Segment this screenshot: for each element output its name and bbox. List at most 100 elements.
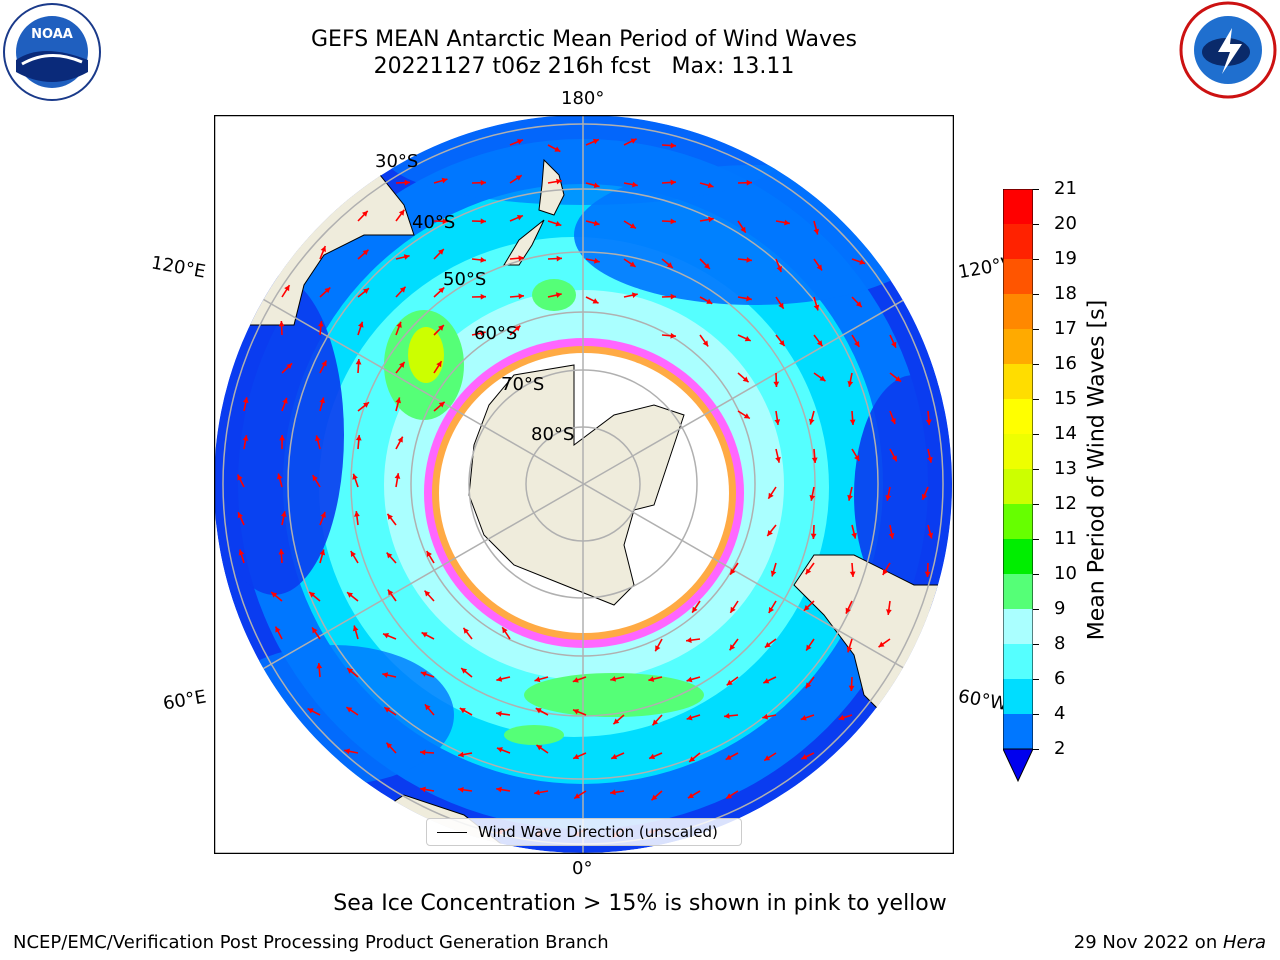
wind-wave-arrowhead xyxy=(309,592,316,598)
wind-wave-arrowhead xyxy=(854,454,860,461)
wind-wave-arrowhead xyxy=(397,436,403,443)
wind-wave-arrowhead xyxy=(651,794,658,801)
wind-wave-arrowhead xyxy=(363,288,369,294)
wind-wave-arrowhead xyxy=(458,786,464,793)
wind-wave-arrowhead xyxy=(730,568,736,575)
wind-wave-arrowhead xyxy=(702,340,709,347)
wind-wave-arrowhead xyxy=(463,627,469,634)
wind-wave-arrowhead xyxy=(347,668,354,674)
wind-wave-arrowhead xyxy=(396,321,402,328)
lon-label-60w: 60°W xyxy=(956,685,1010,716)
wind-wave-arrowhead xyxy=(496,786,502,793)
wind-wave-arrowhead xyxy=(355,435,362,441)
wind-wave-arrowhead xyxy=(362,249,369,256)
lon-label-0: 0° xyxy=(572,858,593,879)
wind-wave-arrowhead xyxy=(629,261,636,267)
wind-wave-arrowhead xyxy=(282,397,288,404)
wind-wave-arrowhead xyxy=(764,755,771,761)
wind-wave-arrowhead xyxy=(652,719,659,726)
wind-wave-arrowhead xyxy=(480,179,486,186)
wind-wave-arrowhead xyxy=(686,637,692,643)
colorbar-tick-label: 4 xyxy=(1054,703,1066,724)
lat-label-50s: 50°S xyxy=(443,269,487,290)
wind-wave-arrowhead xyxy=(278,321,285,327)
wind-wave-arrowhead xyxy=(670,293,676,300)
nws-logo xyxy=(1178,0,1280,102)
wind-wave-arrowhead xyxy=(320,511,326,518)
wind-wave-arrowhead xyxy=(670,142,676,149)
wind-wave-arrowhead xyxy=(459,708,466,714)
wind-wave-arrowhead xyxy=(555,292,562,298)
wind-wave-arrowhead xyxy=(496,676,503,682)
wind-wave-arrowhead xyxy=(556,255,562,262)
wind-wave-arrowhead xyxy=(706,298,713,304)
wind-wave-arrowhead xyxy=(280,511,287,518)
map-title: GEFS MEAN Antarctic Mean Period of Wind … xyxy=(311,27,857,52)
wind-wave-arrowhead xyxy=(382,672,389,678)
wind-wave-arrowhead xyxy=(763,678,770,684)
wind-wave-arrowhead xyxy=(846,646,853,653)
wind-wave-arrowhead xyxy=(891,341,897,348)
wind-wave-arrowhead xyxy=(318,321,324,327)
wind-wave-arrowhead xyxy=(398,209,405,216)
wind-wave-arrowhead xyxy=(350,551,356,557)
wind-wave-arrowhead xyxy=(424,704,431,711)
wind-wave-arrowhead xyxy=(354,511,360,517)
wind-wave-arrowhead xyxy=(573,753,580,760)
wind-wave-arrowhead xyxy=(535,708,542,714)
colorbar-tick xyxy=(1033,749,1039,750)
wind-wave-arrowhead xyxy=(805,682,812,689)
wind-wave-arrowhead xyxy=(689,756,696,762)
wind-wave-arrowhead xyxy=(845,607,851,614)
wind-wave-arrowhead xyxy=(808,418,815,425)
wind-wave-arrowhead xyxy=(442,218,448,225)
wind-wave-arrowhead xyxy=(518,293,524,300)
colorbar-tick-label: 15 xyxy=(1054,388,1077,409)
wind-wave-arrowhead xyxy=(312,475,318,482)
colorbar-tick-label: 2 xyxy=(1054,738,1066,759)
colorbar-tick-label: 13 xyxy=(1054,458,1077,479)
wind-wave-arrowhead xyxy=(762,713,769,720)
colorbar-tick xyxy=(1033,329,1039,330)
wind-wave-arrowhead xyxy=(743,413,750,419)
wind-wave-arrowhead xyxy=(611,753,618,760)
colorbar-tick xyxy=(1033,574,1039,575)
wind-wave-arrowhead xyxy=(726,793,733,799)
colorbar-tick-label: 16 xyxy=(1054,353,1077,374)
wind-wave-arrowhead xyxy=(421,632,428,638)
colorbar-tick-label: 11 xyxy=(1054,528,1077,549)
wind-wave-arrowhead xyxy=(847,494,853,501)
map-legend: Wind Wave Direction (unscaled) xyxy=(426,818,742,846)
wind-wave-arrowhead xyxy=(692,606,698,613)
wind-wave-arrowhead xyxy=(237,512,243,519)
wind-wave-arrowhead xyxy=(746,257,752,263)
wind-wave-arrowhead xyxy=(237,474,243,481)
footer-date-text: 29 Nov 2022 on xyxy=(1073,932,1223,953)
wind-wave-arrowhead xyxy=(387,513,393,520)
wind-wave-arrowhead xyxy=(819,375,826,382)
wind-wave-arrowhead xyxy=(773,381,780,387)
wind-wave-arrowhead xyxy=(776,266,782,272)
wind-wave-arrowhead xyxy=(803,604,810,611)
colorbar-band xyxy=(1003,189,1033,225)
colorbar-tick xyxy=(1033,679,1039,680)
colorbar-tick-label: 6 xyxy=(1054,668,1066,689)
wind-wave-arrowhead xyxy=(514,325,521,332)
colorbar-band xyxy=(1003,224,1033,260)
colorbar-tick-label: 12 xyxy=(1054,493,1077,514)
colorbar-band xyxy=(1003,714,1033,750)
wind-wave-arrowhead xyxy=(885,494,892,501)
wind-wave-arrowhead xyxy=(854,340,860,347)
wind-wave-arrowhead xyxy=(536,745,543,751)
svg-text:NOAA: NOAA xyxy=(31,27,73,42)
wind-wave-arrowhead xyxy=(610,789,616,796)
wind-wave-arrowhead xyxy=(394,473,401,479)
wind-wave-arrowhead xyxy=(779,340,785,347)
colorbar-tick xyxy=(1033,469,1039,470)
lat-label-40s: 40°S xyxy=(412,212,456,233)
wind-wave-arrowhead xyxy=(801,754,808,760)
wind-wave-arrowhead xyxy=(764,642,771,648)
wind-wave-arrowhead xyxy=(888,533,895,539)
wind-wave-arrowhead xyxy=(813,228,820,235)
colorbar-tick-label: 17 xyxy=(1054,318,1077,339)
